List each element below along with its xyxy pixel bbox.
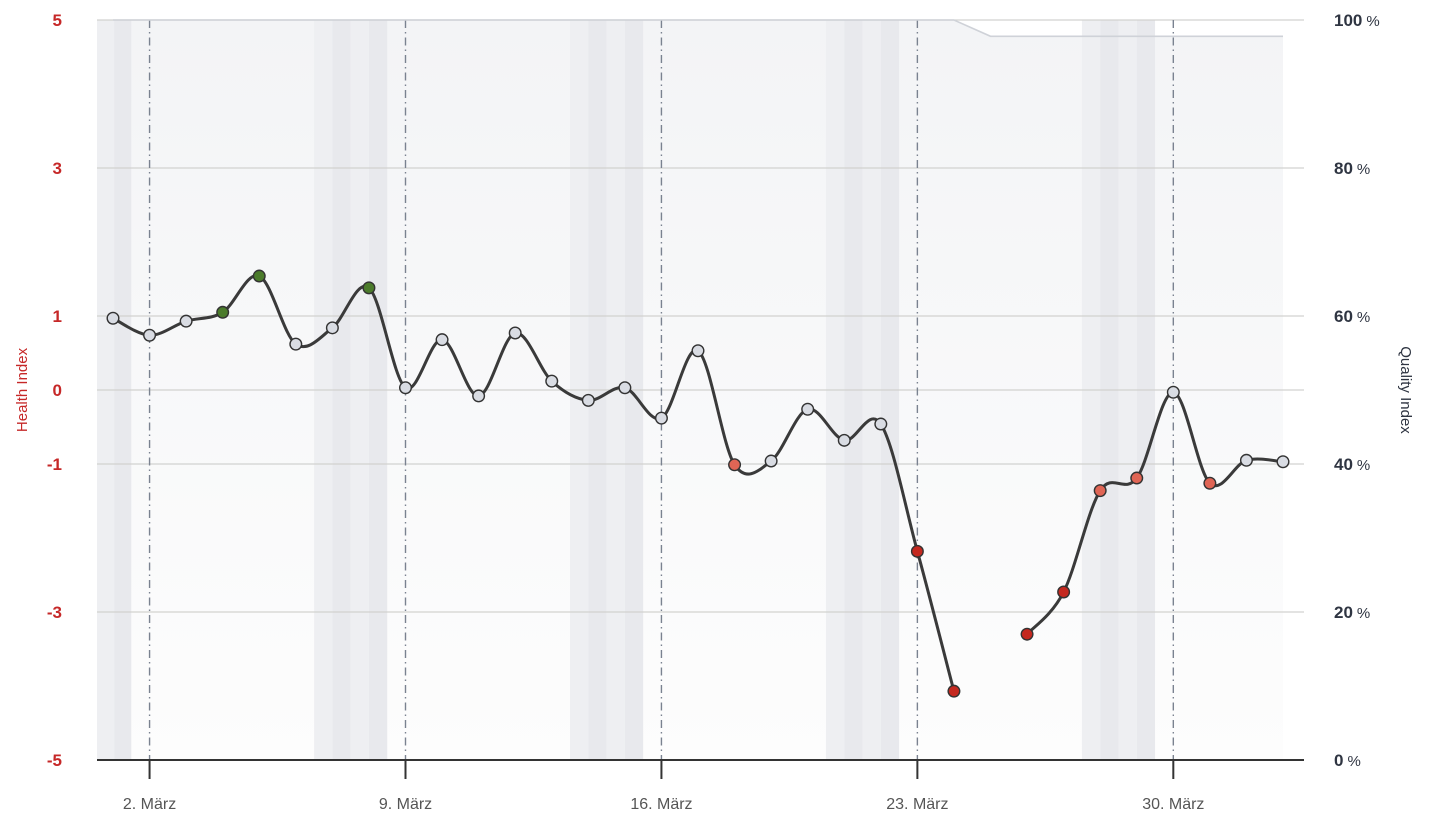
x-tick-label: 2. März xyxy=(123,796,176,813)
health-point xyxy=(325,321,339,335)
left-tick-label: -3 xyxy=(47,603,62,622)
health-point xyxy=(691,344,705,358)
health-point xyxy=(508,326,522,340)
health-point xyxy=(472,389,486,403)
quality-line xyxy=(113,19,1283,38)
health-point xyxy=(143,328,157,342)
health-point xyxy=(728,458,742,472)
health-line xyxy=(1025,390,1284,636)
health-point xyxy=(764,454,778,468)
health-point xyxy=(435,333,449,347)
health-point xyxy=(1020,627,1034,641)
left-tick-label: 1 xyxy=(53,307,62,326)
left-tick-label: 5 xyxy=(53,11,62,30)
health-point xyxy=(618,381,632,395)
right-tick-unit: % xyxy=(1357,161,1370,178)
x-tick-label: 23. März xyxy=(886,796,948,813)
x-axis: 2. März 9. März 16. März 23. März 30. März xyxy=(97,759,1304,813)
health-point xyxy=(837,433,851,447)
left-tick-label: 0 xyxy=(53,381,62,400)
health-point xyxy=(801,402,815,416)
health-point xyxy=(179,314,193,328)
left-axis-title: Health Index xyxy=(14,347,31,432)
health-point xyxy=(1130,471,1144,485)
right-tick-label: 20% xyxy=(1334,603,1370,622)
right-tick-unit: % xyxy=(1347,753,1360,770)
health-point xyxy=(545,374,559,388)
left-y-axis: 5 3 1 0 -1 -3 -5 xyxy=(47,11,62,770)
health-point xyxy=(581,393,595,407)
right-tick-unit: % xyxy=(1357,605,1370,622)
right-tick-label: 0% xyxy=(1334,751,1361,770)
right-tick-unit: % xyxy=(1357,309,1370,326)
right-tick-label: 40% xyxy=(1334,455,1370,474)
health-point xyxy=(1057,585,1071,599)
quality-series xyxy=(113,19,1283,38)
health-point xyxy=(1093,484,1107,498)
health-point xyxy=(216,305,230,319)
right-axis-title: Quality Index xyxy=(1397,346,1414,434)
health-point xyxy=(654,411,668,425)
x-tick-label: 16. März xyxy=(630,796,692,813)
right-tick-unit: % xyxy=(1357,457,1370,474)
health-series xyxy=(106,269,1290,698)
health-point xyxy=(399,381,413,395)
right-tick-label: 60% xyxy=(1334,307,1370,326)
x-tick-label: 9. März xyxy=(379,796,432,813)
health-point xyxy=(362,281,376,295)
right-tick-label: 80% xyxy=(1334,159,1370,178)
left-tick-label: 3 xyxy=(53,159,62,178)
health-point xyxy=(910,544,924,558)
health-point xyxy=(106,311,120,325)
health-point xyxy=(289,337,303,351)
x-tick-label: 30. März xyxy=(1142,796,1204,813)
health-point xyxy=(1203,476,1217,490)
right-tick-label: 100% xyxy=(1334,11,1380,30)
right-tick-unit: % xyxy=(1366,13,1379,30)
health-line xyxy=(112,274,956,692)
left-tick-label: -1 xyxy=(47,455,62,474)
health-point xyxy=(947,684,961,698)
right-y-axis: 100 % 80 % 60 % 40 % 20 % 0% xyxy=(1334,11,1380,770)
health-point xyxy=(252,269,266,283)
health-point xyxy=(1166,385,1180,399)
health-point xyxy=(1239,453,1253,467)
left-tick-label: -5 xyxy=(47,751,62,770)
health-point xyxy=(1276,455,1290,469)
health-point xyxy=(874,417,888,431)
